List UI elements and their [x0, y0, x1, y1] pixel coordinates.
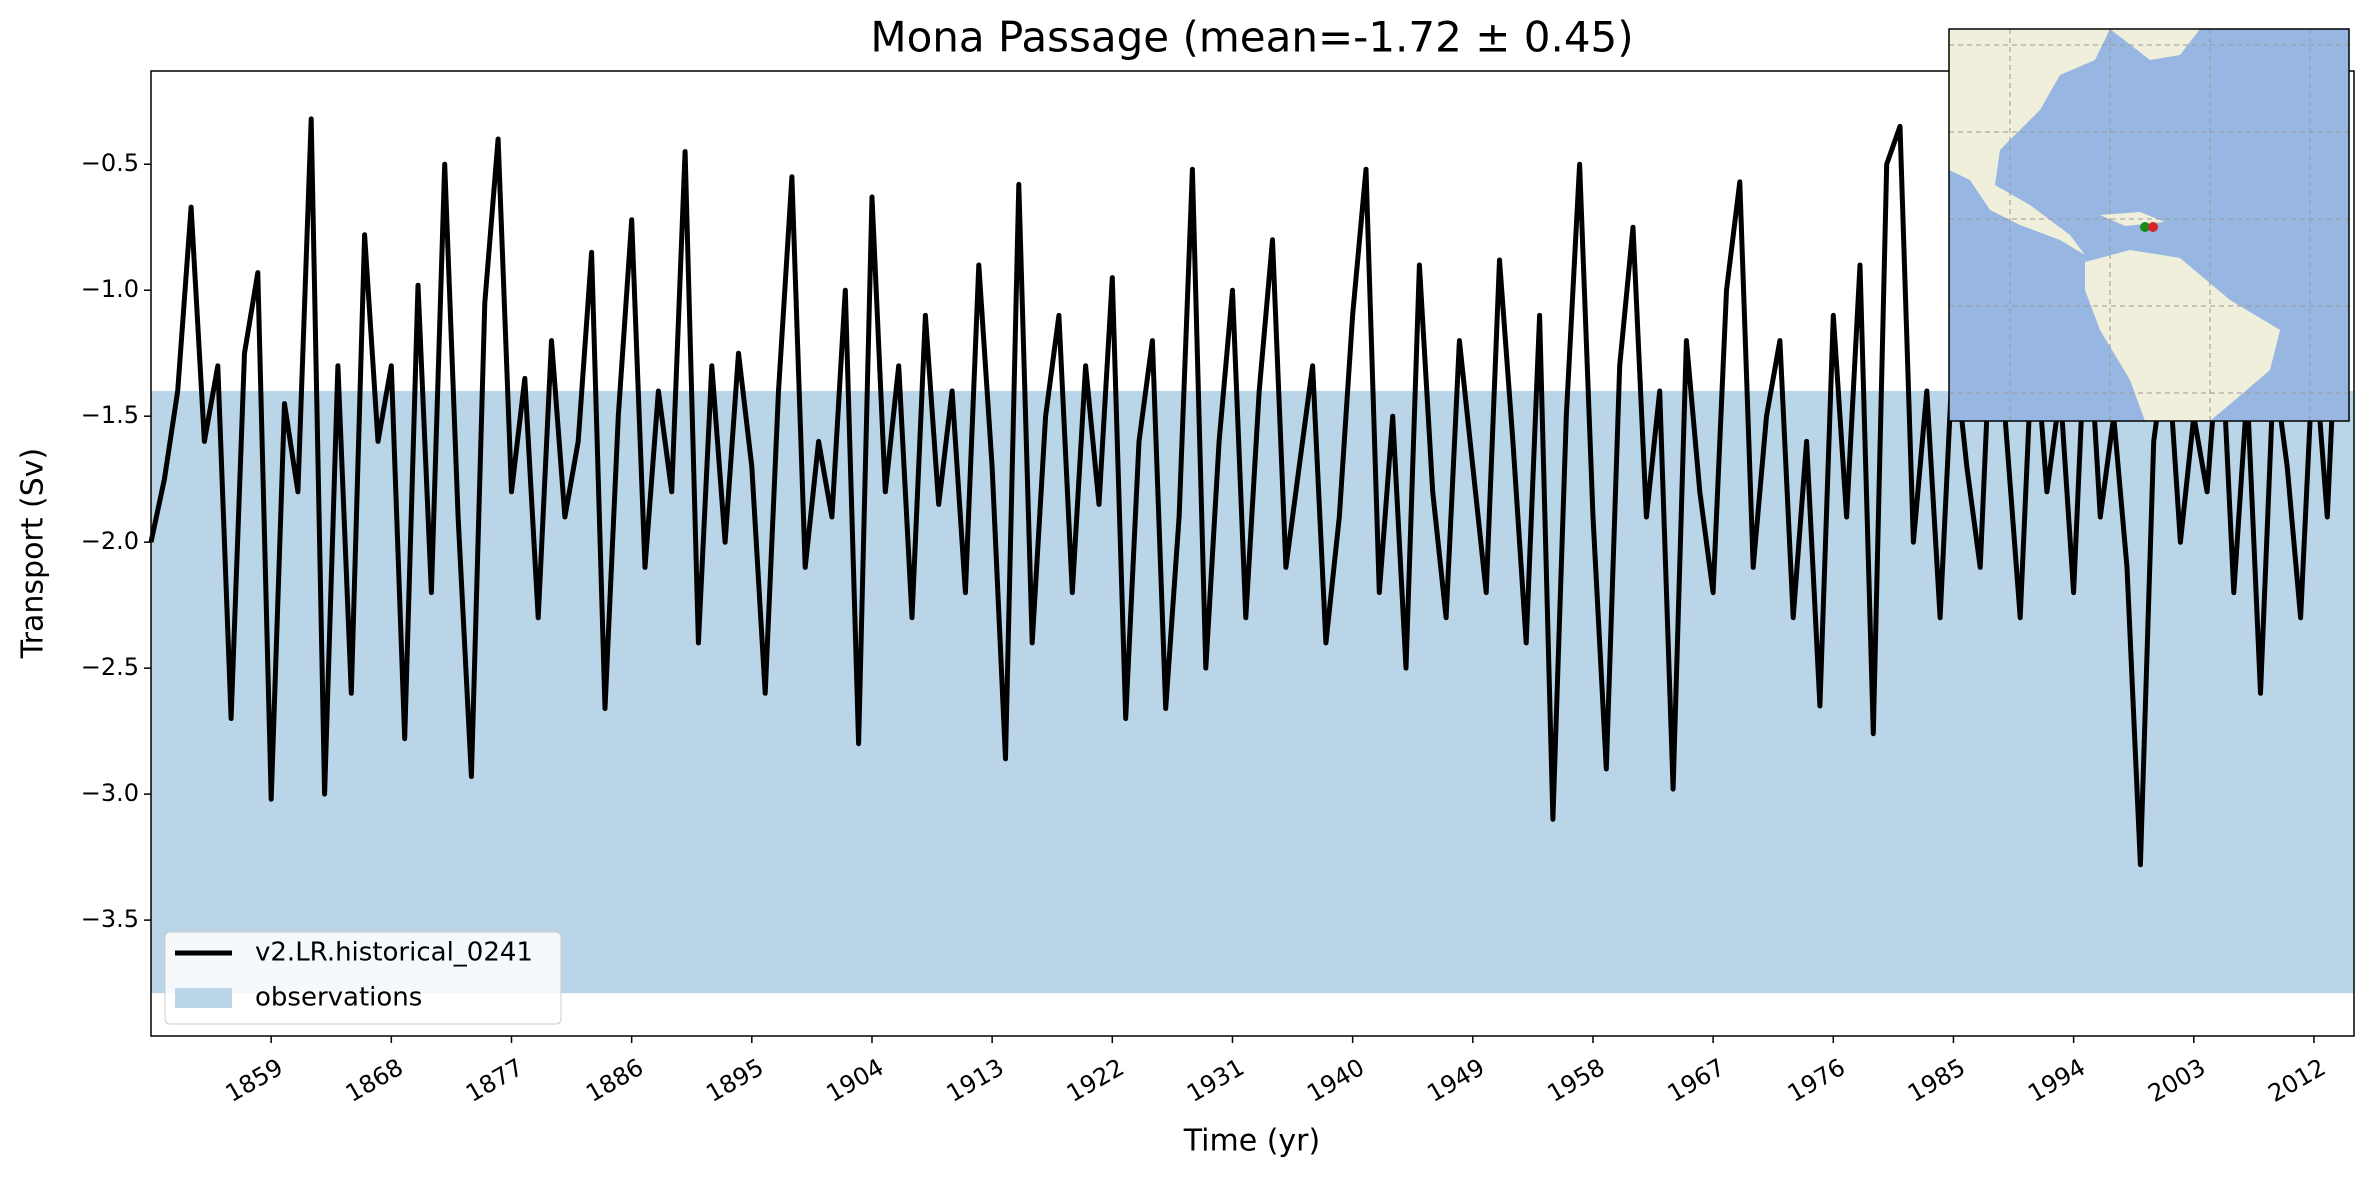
x-tick-label: 1859 — [221, 1053, 288, 1108]
x-tick-label: 1949 — [1422, 1053, 1489, 1108]
inset-map — [1948, 28, 2350, 422]
y-tick-label: −2.0 — [81, 527, 139, 555]
land — [1949, 29, 2110, 255]
x-tick-label: 1958 — [1543, 1053, 1610, 1108]
data-line — [148, 116, 2344, 868]
x-tick-label: 1904 — [822, 1053, 889, 1108]
x-tick-label: 1877 — [461, 1053, 528, 1108]
y-tick-label: −1.5 — [81, 401, 139, 429]
x-tick-label: 1886 — [581, 1053, 648, 1108]
x-tick-label: 1922 — [1062, 1053, 1129, 1108]
chart-title: Mona Passage (mean=-1.72 ± 0.45) — [870, 13, 1633, 62]
land — [2085, 250, 2280, 421]
x-tick-label: 1895 — [701, 1053, 768, 1108]
y-tick-label: −3.5 — [81, 905, 139, 933]
y-axis-label: Transport (Sv) — [16, 448, 51, 660]
y-tick-label: −2.5 — [81, 653, 139, 681]
axes-frame — [150, 70, 2355, 1037]
x-tick-label: 1868 — [341, 1053, 408, 1108]
x-tick-label: 1994 — [2023, 1053, 2090, 1108]
legend-label: observations — [255, 983, 422, 1013]
x-tick-label: 2012 — [2264, 1053, 2331, 1108]
map-frame — [1948, 28, 2350, 422]
y-tick-label: −1.0 — [81, 275, 139, 303]
y-tick-label: −0.5 — [81, 149, 139, 177]
x-tick-label: 1913 — [942, 1053, 1009, 1108]
x-tick-label: 2003 — [2143, 1053, 2210, 1108]
legend-label: v2.LR.historical_0241 — [255, 938, 533, 968]
legend-box — [164, 931, 562, 1025]
x-tick-label: 1976 — [1783, 1053, 1850, 1108]
land — [2110, 29, 2200, 60]
map-grid — [1949, 29, 2349, 421]
map-point — [2148, 222, 2158, 232]
map-point — [2140, 222, 2150, 232]
x-tick-label: 1967 — [1663, 1053, 1730, 1108]
x-axis-label: Time (yr) — [1183, 1124, 1320, 1159]
legend-swatch — [175, 988, 232, 1008]
legend: v2.LR.historical_0241 observations — [164, 931, 562, 1025]
plot-area — [148, 116, 2354, 994]
x-tick-label: 1931 — [1182, 1053, 1249, 1108]
y-tick-label: −3.0 — [81, 779, 139, 807]
x-tick-label: 1940 — [1302, 1053, 1369, 1108]
x-tick-label: 1985 — [1903, 1053, 1970, 1108]
